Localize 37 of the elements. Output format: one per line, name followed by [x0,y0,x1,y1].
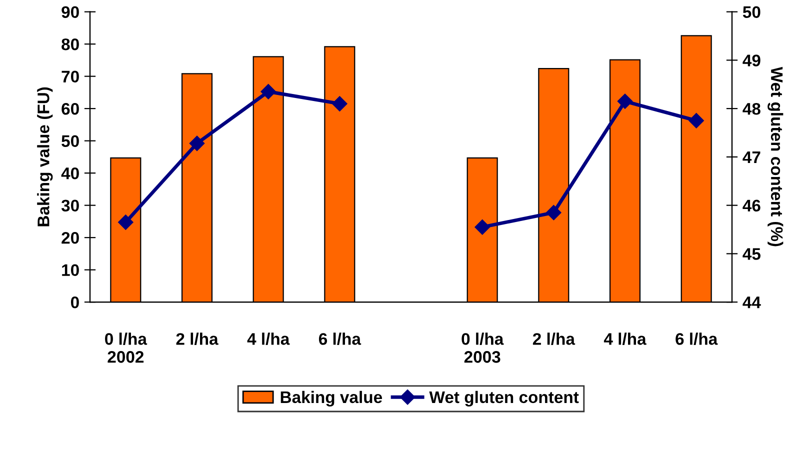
y-tick-label: 30 [61,200,79,212]
y-tick-label: 80 [62,38,79,50]
y2-tick-label: 48 [742,102,760,115]
y-tick-label: 0 [70,296,79,308]
point [332,96,348,112]
y2-axis-title: Wet gluten content (%) [768,66,784,246]
point [189,136,205,151]
x-tick-label: 0 l/ha 2003 [462,332,504,363]
legend-label: Wet gluten content [429,390,579,406]
point [688,113,704,128]
y2-tick-label: 46 [742,200,760,212]
x-tick-label: 2 l/ha [176,332,218,346]
y2-tick-label: 45 [742,248,760,260]
point [260,84,276,100]
x-tick-label: 6 l/ha [318,332,362,346]
x-tick-label: 2 l/ha [532,332,576,346]
y2-tick-label: 49 [742,54,760,66]
y-tick-label: 40 [61,167,79,180]
y2-tick-label: 47 [742,152,760,163]
y-tick-label: 10 [62,264,79,276]
y-tick-label: 90 [62,6,79,18]
y-tick-label: 20 [62,232,79,244]
y2-tick-label: 50 [742,6,760,18]
legend-label: Baking value [280,390,382,406]
y-axis-title: Baking value (FU) [37,87,53,226]
x-tick-label: 0 l/ha 2002 [105,332,148,363]
point [617,94,633,109]
y-tick-label: 70 [62,70,79,83]
point [546,205,562,220]
y2-tick-label: 44 [742,296,761,308]
point [118,214,134,230]
y-tick-label: 50 [62,135,79,148]
y-tick-label: 60 [62,102,79,115]
point [474,220,490,235]
x-tick-label: 4 l/ha [247,332,290,346]
x-tick-label: 6 l/ha [676,332,718,346]
x-tick-label: 4 l/ha [604,332,646,346]
